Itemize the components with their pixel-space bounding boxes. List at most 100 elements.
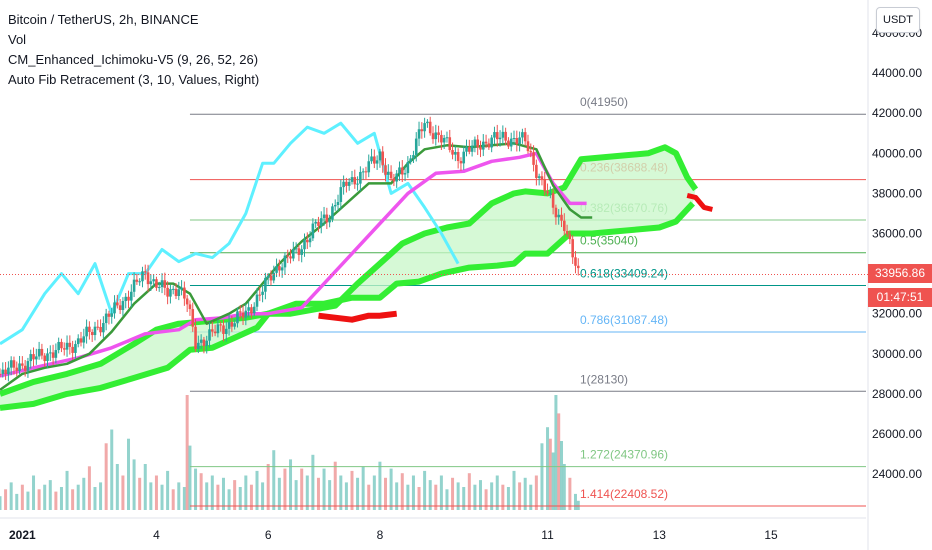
candle-body bbox=[328, 219, 331, 223]
volume-bar bbox=[37, 489, 41, 510]
candle-body bbox=[294, 248, 298, 250]
candle-body bbox=[213, 331, 217, 334]
volume-bar bbox=[216, 484, 220, 510]
candle-body bbox=[303, 239, 306, 250]
volume-bar bbox=[305, 475, 309, 510]
candle-body bbox=[93, 326, 97, 336]
volume-bar bbox=[238, 487, 242, 510]
volume-bar bbox=[48, 480, 52, 510]
candle-body bbox=[233, 323, 236, 327]
candle-body bbox=[37, 348, 41, 357]
candle-body bbox=[132, 279, 136, 292]
currency-button[interactable]: USDT bbox=[876, 7, 920, 33]
candle-body bbox=[211, 329, 214, 332]
candle-body bbox=[23, 365, 27, 371]
volume-bar bbox=[277, 477, 281, 510]
candle-body bbox=[381, 151, 385, 166]
volume-bar bbox=[529, 484, 533, 510]
volume-bar bbox=[557, 413, 561, 510]
candle-body bbox=[289, 256, 292, 259]
candle-body bbox=[99, 326, 102, 333]
indicator-ichimoku[interactable]: CM_Enhanced_Ichimoku-V5 (9, 26, 52, 26) bbox=[8, 52, 259, 67]
candle-body bbox=[197, 342, 200, 349]
last-price-tag: 33956.86 bbox=[868, 264, 932, 283]
candle-body bbox=[43, 355, 46, 361]
fib-label: 0(41950) bbox=[580, 95, 628, 109]
volume-bar bbox=[478, 480, 482, 510]
candle-body bbox=[124, 296, 128, 302]
candle-body bbox=[515, 138, 519, 144]
candle-body bbox=[414, 138, 418, 156]
candle-body bbox=[280, 267, 284, 271]
candle-body bbox=[532, 152, 535, 165]
candle-body bbox=[347, 181, 351, 186]
candle-body bbox=[264, 277, 267, 292]
candle-body bbox=[65, 342, 69, 350]
candle-body bbox=[110, 313, 114, 317]
volume-bar bbox=[283, 468, 287, 510]
base-line bbox=[0, 151, 587, 378]
candle-body bbox=[361, 171, 365, 173]
candle-body bbox=[255, 294, 259, 307]
candle-body bbox=[574, 257, 577, 266]
volume-bar bbox=[244, 475, 248, 510]
candle-body bbox=[389, 171, 393, 179]
candle-body bbox=[526, 141, 530, 152]
candle-body bbox=[46, 353, 49, 361]
volume-bar bbox=[434, 484, 438, 510]
candle-body bbox=[456, 152, 460, 162]
volume-bar bbox=[65, 470, 69, 510]
candle-body bbox=[76, 338, 80, 345]
volume-bar bbox=[76, 484, 80, 510]
candle-body bbox=[437, 132, 440, 135]
candle-body bbox=[155, 279, 158, 288]
volume-bar bbox=[344, 482, 348, 510]
cloud-red-tail bbox=[686, 192, 713, 212]
volume-bar bbox=[361, 466, 365, 510]
candle-body bbox=[278, 266, 281, 271]
volume-bar bbox=[356, 477, 360, 510]
candle-body bbox=[403, 173, 407, 175]
candle-body bbox=[498, 137, 502, 140]
candle-body bbox=[292, 249, 295, 259]
candle-body bbox=[163, 280, 167, 288]
candle-body bbox=[297, 248, 301, 255]
volume-bar bbox=[20, 484, 24, 510]
price-tick-label: 36000.00 bbox=[872, 227, 922, 241]
volume-bar bbox=[546, 427, 550, 510]
price-tick-label: 28000.00 bbox=[872, 387, 922, 401]
candle-body bbox=[565, 230, 569, 235]
candle-body bbox=[4, 369, 7, 375]
candle-body bbox=[350, 177, 354, 182]
candle-body bbox=[568, 234, 572, 240]
volume-bar bbox=[534, 475, 538, 510]
candle-body bbox=[521, 132, 524, 138]
candle-body bbox=[129, 291, 133, 301]
volume-bar bbox=[417, 487, 421, 510]
candle-body bbox=[32, 354, 35, 360]
indicator-volume[interactable]: Vol bbox=[8, 32, 27, 47]
candle-body bbox=[384, 165, 387, 175]
volume-bar bbox=[99, 482, 103, 510]
symbol-title[interactable]: Bitcoin / TetherUS, 2h, BINANCE bbox=[8, 12, 199, 27]
candle-body bbox=[160, 280, 164, 288]
price-tick-label: 24000.00 bbox=[872, 467, 922, 481]
time-tick-label: 6 bbox=[265, 528, 272, 542]
candle-body bbox=[353, 177, 357, 185]
volume-bar bbox=[93, 487, 97, 510]
candle-body bbox=[364, 171, 368, 173]
candle-body bbox=[230, 322, 234, 327]
candle-body bbox=[317, 221, 320, 226]
candle-body bbox=[431, 133, 435, 140]
volume-bar bbox=[423, 470, 427, 510]
candle-body bbox=[445, 137, 449, 139]
candle-body bbox=[308, 238, 312, 243]
volume-bar bbox=[551, 452, 555, 510]
volume-bar bbox=[177, 482, 181, 510]
volume-bar bbox=[560, 441, 564, 510]
indicator-fib[interactable]: Auto Fib Retracement (3, 10, Values, Rig… bbox=[8, 72, 260, 87]
candle-body bbox=[236, 311, 239, 324]
candle-body bbox=[104, 313, 108, 324]
